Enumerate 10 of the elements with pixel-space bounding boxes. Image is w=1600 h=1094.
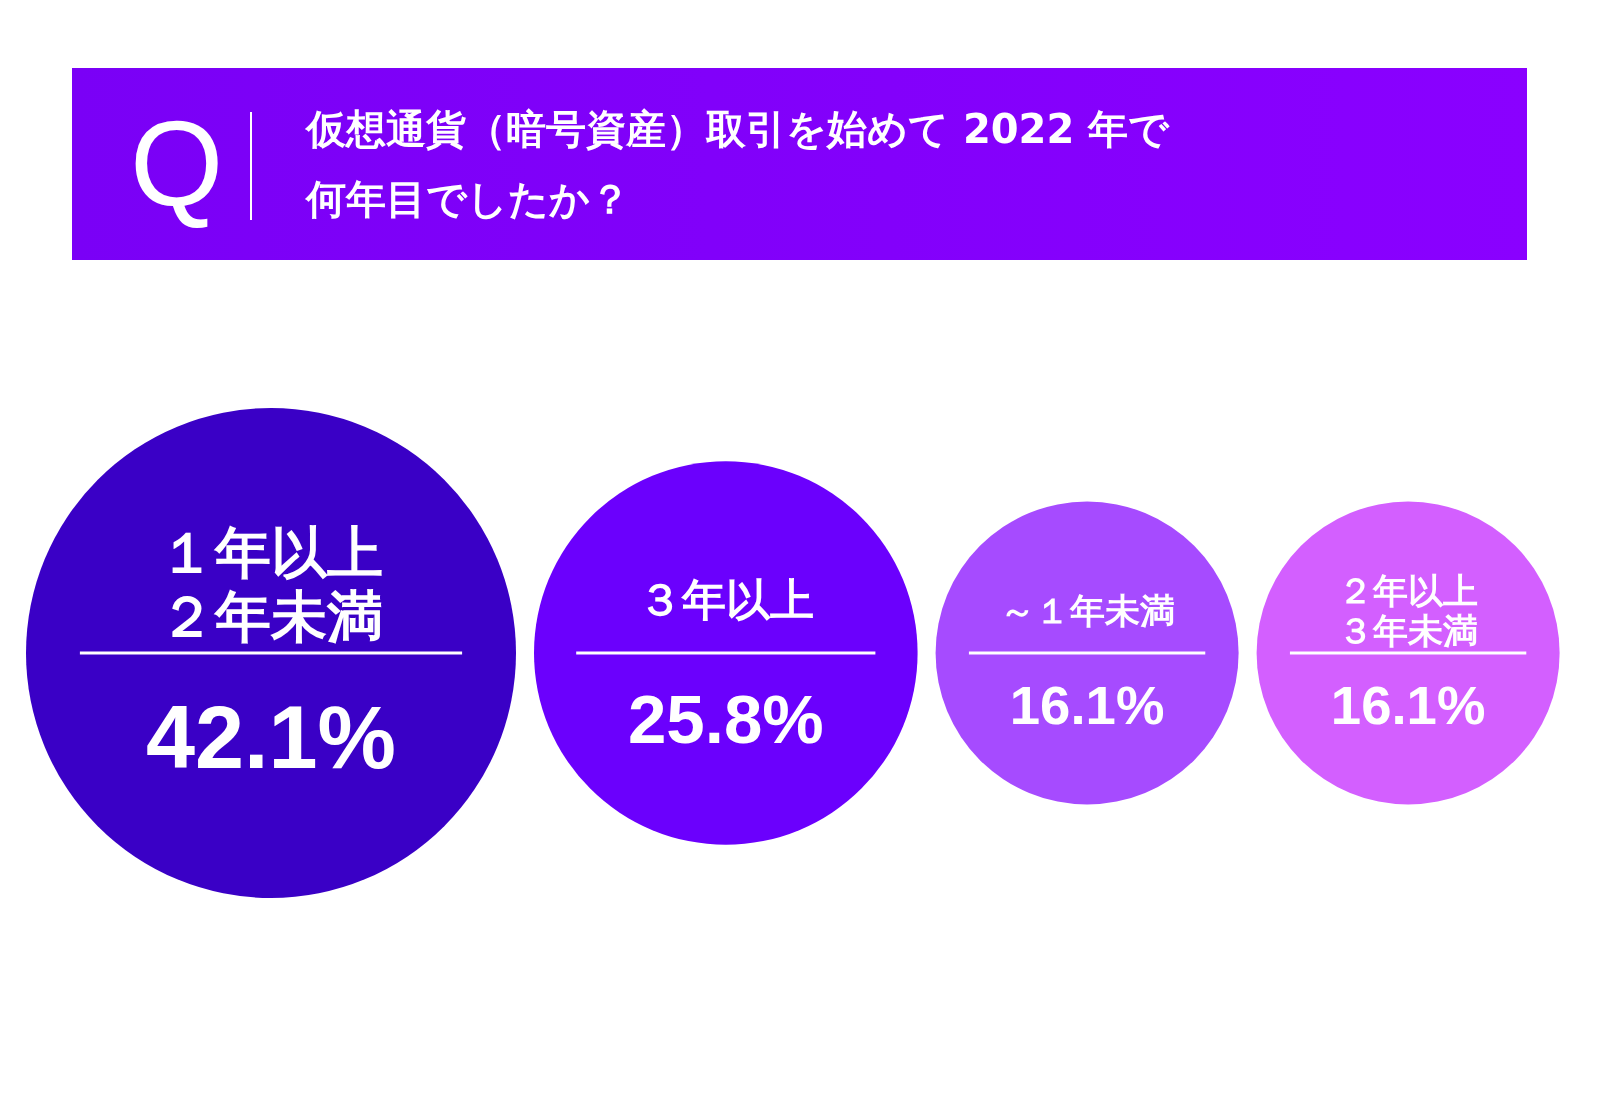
data-label: 25.8% [627, 680, 824, 758]
category-label: ～１年未満 [999, 590, 1175, 631]
text: Q [130, 95, 224, 232]
category-label: ２年以上３年未満 [1338, 570, 1479, 651]
category-label: １年以上２年未満 [159, 519, 383, 650]
data-label: 42.1% [145, 687, 397, 787]
data-label: 16.1% [1330, 675, 1486, 737]
text: 仮想通貨（暗号資産）取引を始めて 2022 年で何年目でしたか？ [306, 105, 1171, 224]
data-label: 16.1% [1009, 675, 1165, 737]
category-label: ３年以上 [637, 573, 814, 625]
